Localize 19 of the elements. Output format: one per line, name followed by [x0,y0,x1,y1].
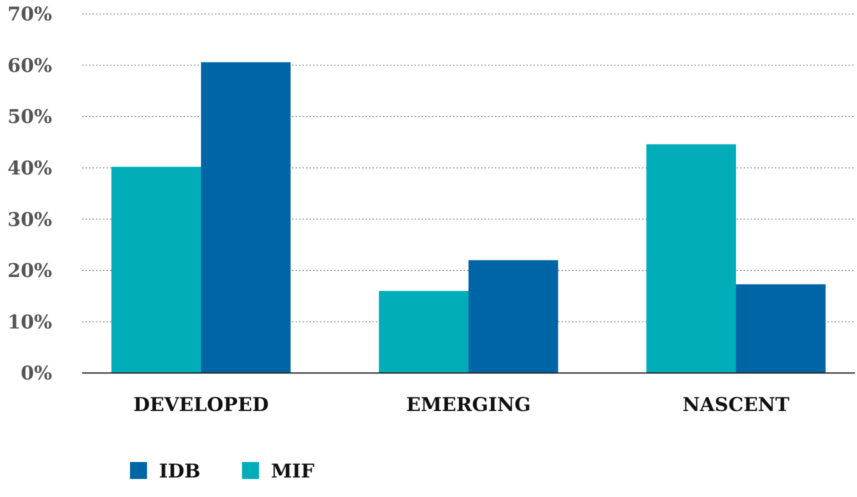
y-tick-label: 30% [8,208,52,231]
bar [736,284,826,373]
x-tick-label: DEVELOPED [133,394,269,416]
legend-label: MIF [271,460,315,483]
y-tick-label: 0% [20,362,52,385]
bar [201,62,291,373]
bar [646,144,736,373]
bar [378,290,468,373]
legend-label: IDB [159,460,200,483]
x-tick-label: NASCENT [682,394,790,416]
y-tick-label: 70% [8,4,52,26]
bar [111,166,202,373]
y-tick-label: 10% [8,311,52,334]
y-tick-label: 40% [8,158,52,180]
y-tick-label: 50% [8,106,52,128]
y-tick-label: 20% [8,260,52,282]
bar [468,260,558,373]
x-tick-label: EMERGING [406,394,531,416]
y-tick-label: 60% [8,54,52,77]
